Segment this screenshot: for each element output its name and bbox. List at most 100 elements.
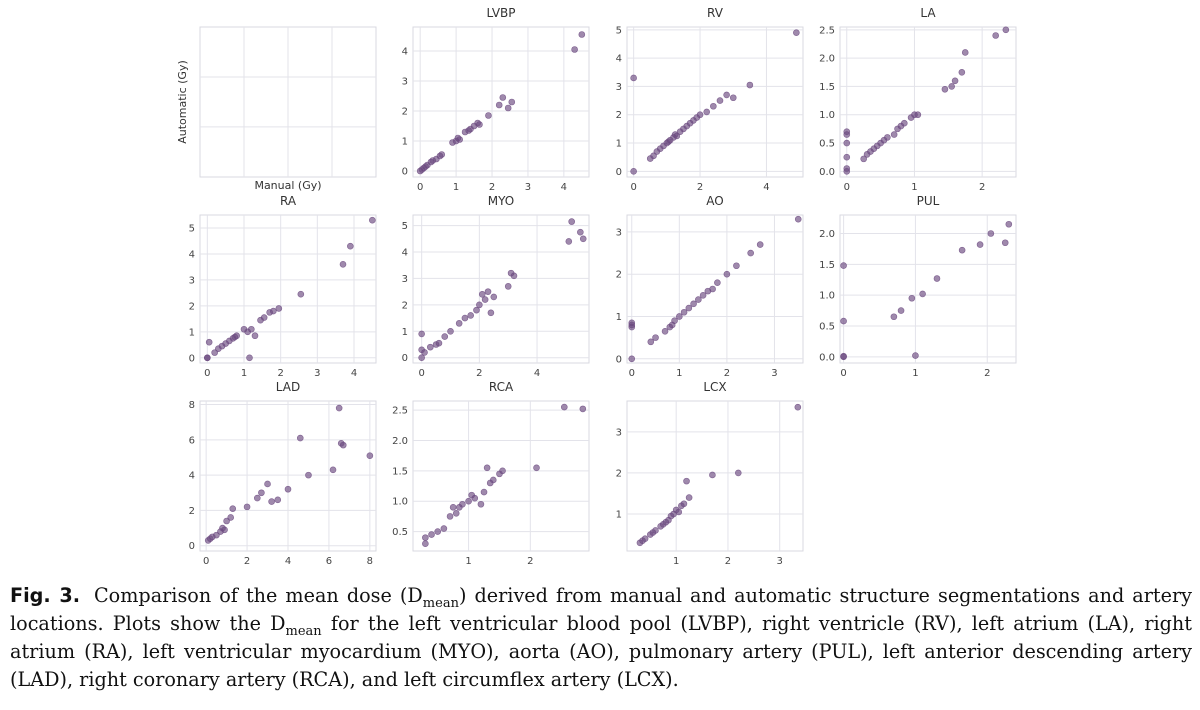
panel-title: LAD (276, 380, 300, 394)
x-tick-label: 1 (241, 368, 247, 379)
data-point (204, 354, 211, 362)
data-point (481, 296, 489, 303)
figure-caption: Fig. 3. Comparison of the mean dose (D mea… (10, 582, 1192, 694)
data-point (449, 503, 457, 511)
data-point (499, 467, 506, 475)
x-tick-label: 4 (351, 368, 357, 379)
data-point (221, 526, 228, 534)
data-point (671, 317, 678, 325)
y-tick-label: 5 (616, 25, 622, 36)
panel-title: LCX (703, 380, 726, 394)
y-tick-label: 2 (402, 300, 408, 311)
data-point (843, 139, 851, 147)
x-tick-label: 0 (417, 182, 423, 193)
data-point (284, 485, 292, 493)
data-point (347, 242, 354, 250)
x-tick-label: 4 (561, 182, 567, 193)
data-point (840, 262, 847, 269)
x-tick-label: 0 (844, 182, 850, 193)
data-point (680, 500, 688, 508)
data-point (695, 296, 702, 303)
x-tick-label: 0 (418, 368, 424, 379)
data-point (366, 452, 374, 460)
data-point (958, 246, 966, 254)
y-tick-label: 0.0 (819, 167, 835, 178)
y-tick-label: 6 (189, 435, 195, 446)
y-tick-label: 3 (402, 274, 408, 285)
data-point (233, 332, 240, 340)
data-point (447, 327, 454, 335)
data-point (485, 112, 492, 119)
y-tick-label: 4 (189, 471, 195, 482)
data-point (680, 308, 688, 316)
data-point (630, 74, 637, 82)
figure-label: Fig. 3. (10, 584, 80, 607)
data-point (495, 101, 503, 109)
data-point (897, 307, 905, 314)
data-point (510, 272, 518, 280)
data-point (305, 471, 312, 479)
x-tick-label: 2 (527, 556, 533, 567)
y-tick-label: 0 (616, 354, 622, 365)
data-point (579, 235, 587, 243)
y-tick-label: 0 (402, 353, 408, 364)
data-point (709, 471, 716, 479)
data-point (696, 111, 704, 119)
data-point (473, 306, 480, 314)
x-tick-label: 4 (763, 182, 769, 193)
panel-title: RCA (489, 380, 514, 394)
data-point (579, 405, 587, 413)
data-point (476, 121, 483, 128)
data-point (628, 355, 636, 363)
panel-title: LVBP (486, 6, 515, 20)
data-point (533, 464, 540, 472)
data-point (508, 98, 516, 106)
data-point (914, 111, 922, 119)
data-point (489, 476, 497, 484)
data-point (565, 238, 573, 245)
data-point (661, 327, 669, 335)
data-point (933, 275, 941, 282)
caption-subscript-2: mean (285, 623, 322, 639)
y-tick-label: 0.5 (819, 322, 835, 333)
x-tick-label: 2 (979, 182, 985, 193)
y-tick-label: 1 (616, 510, 622, 521)
y-tick-label: 0 (402, 167, 408, 178)
panel-lvbp: 0 1 2 3 4 0 1 2 3 4 LVBP (402, 6, 590, 193)
data-point (1002, 26, 1010, 34)
y-tick-label: 0.5 (819, 139, 835, 150)
data-point (901, 119, 908, 127)
data-point (908, 294, 916, 302)
data-point (205, 338, 213, 346)
data-point (275, 305, 283, 312)
data-point (860, 155, 867, 163)
data-point (577, 228, 584, 236)
y-tick-label: 0 (616, 167, 622, 178)
data-point (339, 441, 347, 449)
data-point (246, 354, 253, 362)
data-point (729, 94, 737, 102)
y-tick-label: 1 (402, 327, 408, 338)
x-tick-label: 3 (314, 368, 320, 379)
data-point (652, 334, 659, 341)
y-tick-label: 1 (402, 137, 408, 148)
y-tick-label: 2 (402, 107, 408, 118)
data-point (890, 313, 898, 321)
data-point (794, 215, 802, 223)
x-tick-label: 2 (476, 368, 482, 379)
x-tick-label: 2 (725, 556, 731, 567)
data-point (270, 307, 277, 315)
y-axis-label: Automatic (Gy) (176, 60, 189, 144)
data-point (912, 352, 919, 359)
x-axis-label: Manual (Gy) (254, 179, 321, 192)
panel-title: PUL (917, 194, 940, 208)
caption-text-1: Comparison of the mean dose (D (93, 584, 423, 607)
caption-text-2: ) derived from manual and automatic stru… (10, 584, 1192, 635)
y-tick-label: 1.0 (819, 291, 835, 302)
data-point (440, 525, 448, 532)
data-point (504, 104, 512, 112)
panel-rv: 0 2 4 0 1 2 3 4 5 RV (616, 6, 804, 193)
data-point (487, 309, 495, 317)
data-point (794, 403, 802, 411)
y-tick-label: 1.0 (819, 110, 835, 121)
